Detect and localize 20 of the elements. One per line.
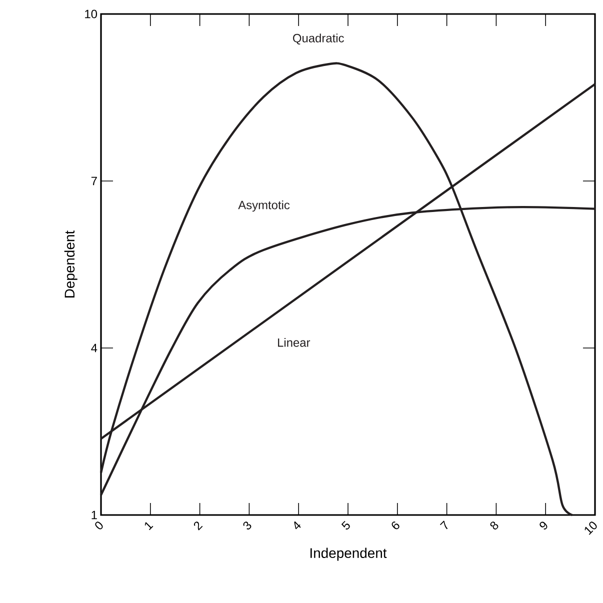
y-tick-label: 4 bbox=[91, 344, 98, 352]
x-tick-label: 0 bbox=[95, 522, 103, 530]
y-axis-title: Dependent bbox=[64, 230, 78, 298]
y-tick-label: 7 bbox=[91, 176, 97, 186]
series-label: Quadratic bbox=[293, 34, 344, 45]
x-tick-label: 3 bbox=[243, 522, 252, 530]
text: Asymtotic bbox=[238, 200, 290, 212]
x-tick-label: 5 bbox=[341, 520, 350, 530]
x-tick-label: 4 bbox=[294, 521, 301, 530]
x-tick-label: 10 bbox=[584, 522, 597, 535]
y-tick-label: 1 bbox=[92, 510, 97, 520]
x-tick-label: 7 bbox=[440, 520, 448, 530]
x-tick-label: 9 bbox=[540, 522, 548, 530]
x-tick-label: 8 bbox=[490, 522, 498, 530]
y-tick-label: 10 bbox=[85, 10, 98, 18]
x-tick-label: 1 bbox=[144, 522, 154, 530]
x-axis-title: Independent bbox=[310, 548, 387, 561]
x-tick-label: 6 bbox=[392, 522, 400, 530]
series-label: Linear bbox=[278, 338, 310, 347]
x-tick-label: 2 bbox=[194, 522, 203, 530]
